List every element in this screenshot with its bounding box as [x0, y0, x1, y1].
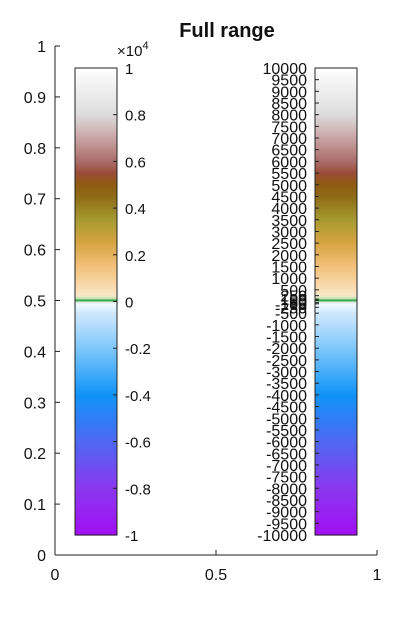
y-tick-label: 0.2	[24, 446, 46, 463]
colorbar-left: 1 0.8 0.6 0.4 0.2 0 -0.2 -0.4 -0.6 -0.8 -1 ×104	[75, 40, 151, 545]
y-tick-label: 0.5	[24, 294, 46, 311]
colorbar-left-tick-label: -0.4	[125, 388, 151, 405]
colorbar-left-tick-label: -0.6	[125, 435, 151, 452]
y-tick-label: 0.4	[24, 344, 46, 361]
y-tick-label: 0	[37, 548, 46, 565]
x-tick-label: 0	[51, 567, 60, 584]
colorbar-right: 1000095009000850080007500700065006000550…	[257, 61, 357, 545]
colorbar-right-tick-label: -10000	[257, 528, 307, 545]
y-tick-label: 0.9	[24, 90, 46, 107]
colorbar-left-multiplier: ×104	[117, 40, 149, 60]
y-tick-label: 1	[37, 39, 46, 56]
y-tick-label: 0.6	[24, 243, 46, 260]
colorbar-left-tick-label: 0.4	[125, 201, 146, 218]
y-tick-label: 0.3	[24, 395, 46, 412]
chart-title: Full range	[179, 20, 275, 42]
colorbar-left-tick-label: -1	[125, 528, 138, 545]
x-tick-label: 0.5	[205, 567, 227, 584]
colorbar-left-tick-label: 0.8	[125, 108, 146, 125]
colorbar-left-tick-label: -0.8	[125, 481, 151, 498]
x-tick-label: 1	[373, 567, 382, 584]
y-tick-label: 0.7	[24, 192, 46, 209]
colorbar-left-tick-label: 0	[125, 295, 133, 312]
colorbar-left-tick-label: 0.6	[125, 154, 146, 171]
y-tick-label: 0.1	[24, 497, 46, 514]
colorbar-left-tick-label: -0.2	[125, 341, 151, 358]
y-tick-label: 0.8	[24, 141, 46, 158]
colorbar-left-tick-label: 0.2	[125, 248, 146, 265]
colorbar-left-tick-label: 1	[125, 61, 133, 78]
